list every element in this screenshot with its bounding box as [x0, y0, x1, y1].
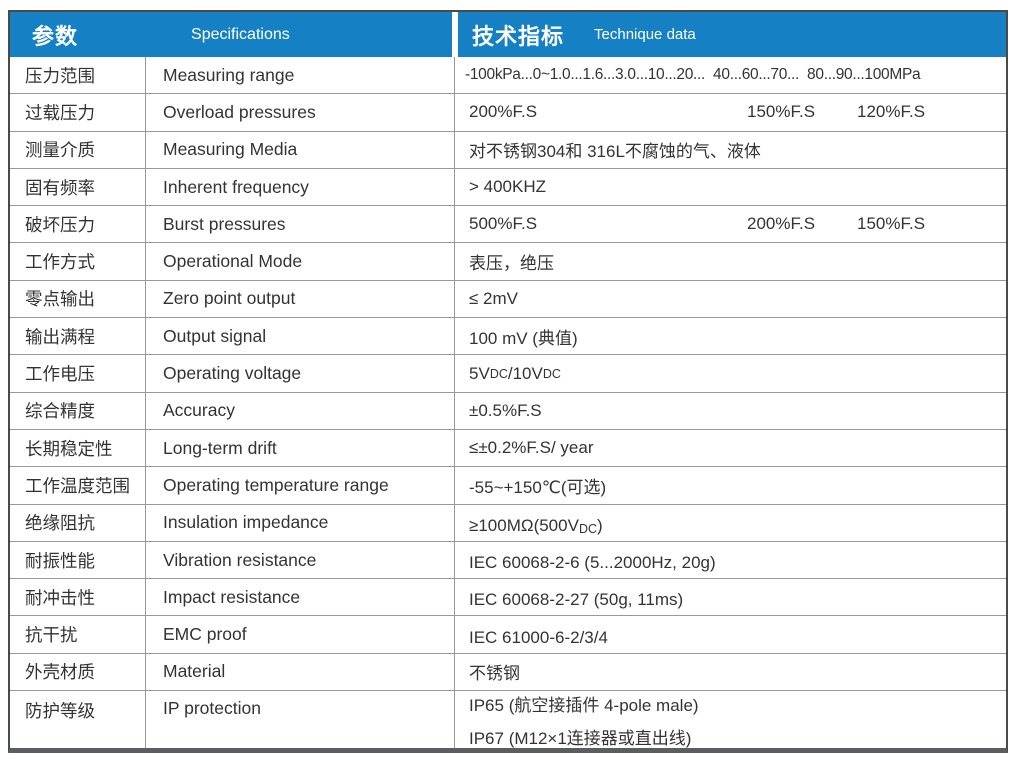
param-value: ±0.5%F.S [469, 400, 542, 420]
param-name-zh: 工作电压 [10, 355, 146, 392]
param-name-en: Measuring range [146, 57, 455, 94]
param-name-zh: 过载压力 [10, 94, 146, 131]
param-value: 不锈钢 [469, 664, 520, 684]
dc-subscript: DC [489, 366, 508, 381]
param-name-zh: 耐振性能 [10, 541, 146, 579]
param-name-zh: 防护等级 [10, 691, 146, 749]
param-value-part: 120%F.S [857, 102, 926, 122]
table-row: 抗干扰 EMC proof IEC 61000-6-2/3/4 [10, 616, 1006, 654]
table-row: 防护等级 IP protection IP65 (航空接插件 4-pole male… [10, 691, 1006, 749]
param-name-en: Output signal [146, 318, 455, 355]
param-value: IP65 (航空接插件 4-pole male) IP67 (M12×1连接器或直… [455, 691, 1006, 748]
table-row: 工作电压 Operating voltage 5V DC/10V DC [10, 355, 1006, 393]
param-value: 对不锈钢304和 316L不腐蚀的气、液体 [469, 142, 761, 162]
spec-table-body: 压力范围 Measuring range -100kPa...0~1.0...1.6… [10, 57, 1006, 749]
param-name-en: Insulation impedance [146, 504, 455, 541]
param-value-line: IP67 (M12×1连接器或直出线) [469, 728, 692, 748]
param-name-zh: 测量介质 [10, 131, 146, 168]
param-value: 500%F.S 200%F.S 150%F.S [455, 206, 1006, 242]
param-name-zh: 破坏压力 [10, 206, 146, 243]
param-value-line: IP65 (航空接插件 4-pole male) [469, 695, 699, 715]
param-value: ≤ 2mV [469, 288, 519, 308]
param-value: > 400KHZ [469, 177, 547, 197]
param-name-en: IP protection [146, 691, 455, 749]
param-name-en: Vibration resistance [146, 541, 455, 579]
table-row: 破坏压力 Burst pressures 500%F.S 200%F.S 150%F.S [10, 206, 1006, 244]
table-row: 压力范围 Measuring range -100kPa...0~1.0...1.6… [10, 57, 1006, 95]
param-value: 100 mV (典值) [469, 328, 578, 348]
table-row: 过载压力 Overload pressures 200%F.S 150%F.S 120%… [10, 94, 1006, 132]
param-value: 表压，绝压 [469, 254, 554, 274]
table-row: 综合精度 Accuracy ±0.5%F.S [10, 392, 1006, 430]
table-row: 零点输出 Zero point output ≤ 2mV [10, 280, 1006, 319]
param-value-part: 150%F.S [857, 214, 926, 234]
param-name-zh: 综合精度 [10, 392, 146, 429]
table-row: 绝缘阻抗 Insulation impedance ≥100MΩ(500V DC) [10, 504, 1006, 542]
header-group-technique-data: 技术指标 Technique data [458, 12, 1006, 57]
param-name-en: Long-term drift [146, 429, 455, 467]
param-name-zh: 长期稳定性 [10, 429, 146, 467]
table-row: 工作方式 Operational Mode 表压，绝压 [10, 243, 1006, 281]
param-name-zh: 输出满程 [10, 318, 146, 355]
param-value: ≤±0.2%F.S/ year [469, 438, 594, 458]
param-name-en: Material [146, 653, 455, 691]
param-value: -100kPa...0~1.0...1.6...3.0...10...20...… [465, 66, 921, 84]
param-name-en: Operating voltage [146, 355, 455, 392]
param-name-zh: 外壳材质 [10, 653, 146, 691]
param-name-zh: 工作方式 [10, 243, 146, 280]
param-value: 200%F.S 150%F.S 120%F.S [455, 94, 1006, 130]
header-group-specifications: 参数 Specifications [10, 12, 452, 57]
table-row: 测量介质 Measuring Media 对不锈钢304和 316L不腐蚀的气、液体 [10, 131, 1006, 169]
param-name-zh: 零点输出 [10, 280, 146, 318]
param-name-en: Overload pressures [146, 94, 455, 131]
param-value-part: 200%F.S [747, 214, 816, 234]
header-title-params-zh: 参数 [32, 23, 79, 49]
header-title-technique-data-en: Technique data [594, 26, 696, 43]
param-name-en: EMC proof [146, 616, 455, 653]
table-row: 长期稳定性 Long-term drift ≤±0.2%F.S/ year [10, 429, 1006, 468]
table-row: 工作温度范围 Operating temperature range -55~+15… [10, 467, 1006, 505]
param-name-en: Burst pressures [146, 206, 455, 243]
table-row: 耐振性能 Vibration resistance IEC 60068-2-6 (5… [10, 541, 1006, 580]
param-value: 5V DC/10V DC [469, 363, 561, 383]
param-value: ≥100MΩ(500V DC) [469, 515, 603, 536]
param-value-part: 200%F.S [469, 102, 538, 122]
param-name-en: Impact resistance [146, 579, 455, 616]
param-value-part: 150%F.S [747, 102, 816, 122]
table-row: 固有频率 Inherent frequency > 400KHZ [10, 168, 1006, 207]
param-name-en: Accuracy [146, 392, 455, 429]
dc-subscript: DC [578, 521, 597, 536]
header-title-technical-index-zh: 技术指标 [472, 23, 565, 49]
param-value: IEC 60068-2-6 (5...2000Hz, 20g) [469, 553, 716, 573]
param-name-zh: 工作温度范围 [10, 467, 146, 504]
param-name-en: Measuring Media [146, 131, 455, 168]
table-row: 输出满程 Output signal 100 mV (典值) [10, 318, 1006, 356]
param-name-en: Inherent frequency [146, 168, 455, 206]
param-name-en: Operating temperature range [146, 467, 455, 504]
dc-subscript: DC [542, 366, 561, 381]
table-row: 耐冲击性 Impact resistance IEC 60068-2-27 (50g… [10, 579, 1006, 617]
table-header: 参数 Specifications 技术指标 Technique data [10, 12, 1006, 57]
param-name-en: Operational Mode [146, 243, 455, 280]
table-row: 外壳材质 Material 不锈钢 [10, 653, 1006, 692]
param-name-zh: 耐冲击性 [10, 579, 146, 616]
param-value: IEC 60068-2-27 (50g, 11ms) [469, 590, 684, 610]
param-name-zh: 绝缘阻抗 [10, 504, 146, 541]
param-name-zh: 固有频率 [10, 168, 146, 206]
header-divider-gap [452, 12, 458, 57]
param-value: -55~+150℃(可选) [469, 477, 607, 497]
param-value-part: 500%F.S [469, 214, 538, 234]
spec-table: 参数 Specifications 技术指标 Technique data 压力… [8, 10, 1008, 754]
header-title-specifications-en: Specifications [191, 25, 290, 43]
param-name-zh: 抗干扰 [10, 616, 146, 653]
param-value: IEC 61000-6-2/3/4 [469, 627, 608, 647]
param-name-zh: 压力范围 [10, 57, 146, 94]
param-name-en: Zero point output [146, 280, 455, 318]
